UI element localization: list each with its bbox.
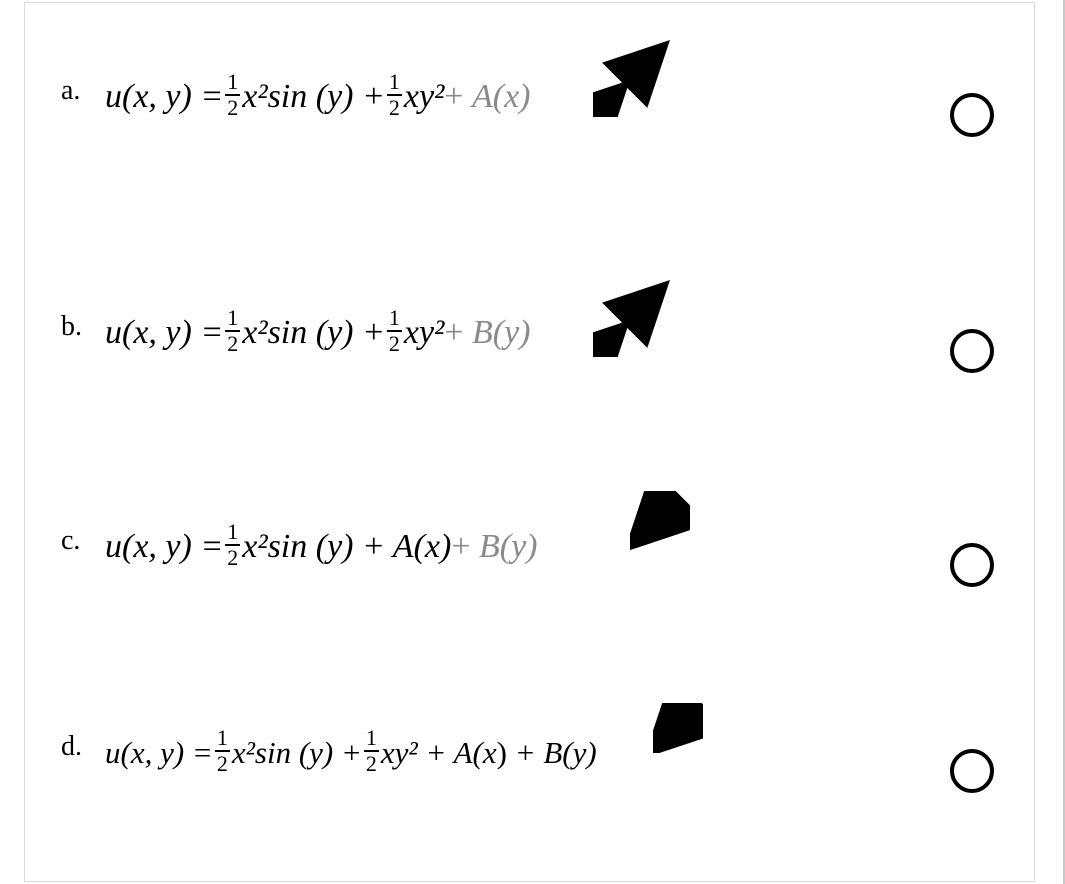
option-d-equation-wrap: u(x, y) = 1 2 x²sin (y) + 1 2 xy² + [105,729,597,777]
option-d-letter: d. [61,729,105,763]
eq-a-frac1: 1 2 [225,71,240,119]
eq-b-term1: x²sin (y) + [242,314,385,352]
option-d-equation: u(x, y) = 1 2 x²sin (y) + 1 2 xy² + [105,729,597,777]
eq-b-frac2-num: 1 [387,307,402,329]
eq-d-frac2: 1 2 [364,727,379,775]
eq-d-term1: x²sin (y) + [232,735,362,771]
option-a-letter: a. [61,73,105,107]
option-b-left: b. u(x, y) = 1 2 x²sin (y) + 1 [61,309,531,357]
eq-b-frac2: 1 2 [387,307,402,355]
eq-a-frac1-num: 1 [225,71,240,93]
eq-d-paren-close: ) [497,735,515,771]
eq-d-term2b: + B(y) [515,735,597,771]
option-d-left: d. u(x, y) = 1 2 x²sin (y) + 1 [61,729,597,777]
eq-c-frac1: 1 2 [225,521,240,569]
option-c-radio[interactable] [950,543,994,587]
option-a-left: a. u(x, y) = 1 2 x²sin (y) + 1 [61,73,531,121]
eq-b-frac2-den: 2 [387,333,402,355]
option-b-equation: u(x, y) = 1 2 x²sin (y) + 1 2 xy² [105,309,531,357]
eq-c-tail: + B(y) [451,528,537,566]
eq-b-frac1-den: 2 [225,333,240,355]
eq-a-term2: xy² [404,78,444,116]
eq-b-tail: + B(y) [444,314,530,352]
eq-b-frac1: 1 2 [225,307,240,355]
eq-c-frac1-num: 1 [225,521,240,543]
arrow-b [593,277,683,357]
option-a-radio[interactable] [950,93,994,137]
option-c-left: c. u(x, y) = 1 2 x²sin (y) + A(x) + B(y) [61,523,538,571]
eq-b-lhs: u(x, y) = [105,314,223,352]
question-panel: a. u(x, y) = 1 2 x²sin (y) + 1 [24,2,1035,882]
eq-d-frac1-num: 1 [215,727,230,749]
eq-d-lhs: u(x, y) = [105,735,213,771]
eq-d-frac1-den: 2 [215,753,230,775]
eq-d-frac2-den: 2 [364,753,379,775]
eq-a-frac2-den: 2 [387,97,402,119]
arrow-c [630,491,690,551]
option-b-row: b. u(x, y) = 1 2 x²sin (y) + 1 [25,309,1034,373]
eq-a-frac2-num: 1 [387,71,402,93]
eq-c-frac1-den: 2 [225,547,240,569]
eq-a-frac1-den: 2 [225,97,240,119]
option-c-equation-wrap: u(x, y) = 1 2 x²sin (y) + A(x) + B(y) [105,523,538,571]
eq-d-frac2-num: 1 [364,727,379,749]
option-a-equation: u(x, y) = 1 2 x²sin (y) + 1 2 xy² [105,73,531,121]
eq-c-lhs: u(x, y) = [105,528,223,566]
option-a-row: a. u(x, y) = 1 2 x²sin (y) + 1 [25,73,1034,137]
eq-c-term1: x²sin (y) + A(x) [242,528,451,566]
arrow-d [653,703,703,753]
option-b-letter: b. [61,309,105,343]
option-b-equation-wrap: u(x, y) = 1 2 x²sin (y) + 1 2 xy² [105,309,531,357]
page: a. u(x, y) = 1 2 x²sin (y) + 1 [0,0,1065,884]
eq-a-frac2: 1 2 [387,71,402,119]
option-c-equation: u(x, y) = 1 2 x²sin (y) + A(x) + B(y) [105,523,538,571]
option-d-radio[interactable] [950,749,994,793]
eq-d-frac1: 1 2 [215,727,230,775]
option-c-letter: c. [61,523,105,557]
eq-a-lhs: u(x, y) = [105,78,223,116]
option-d-row: d. u(x, y) = 1 2 x²sin (y) + 1 [25,729,1034,793]
eq-a-term1: x²sin (y) + [242,78,385,116]
option-b-radio[interactable] [950,329,994,373]
option-a-equation-wrap: u(x, y) = 1 2 x²sin (y) + 1 2 xy² [105,73,531,121]
eq-b-term2: xy² [404,314,444,352]
option-c-row: c. u(x, y) = 1 2 x²sin (y) + A(x) + B(y) [25,523,1034,587]
arrow-a [593,37,683,117]
eq-d-term2a: xy² + A(x [381,735,497,771]
eq-a-tail: + A(x) [444,78,530,116]
eq-b-frac1-num: 1 [225,307,240,329]
